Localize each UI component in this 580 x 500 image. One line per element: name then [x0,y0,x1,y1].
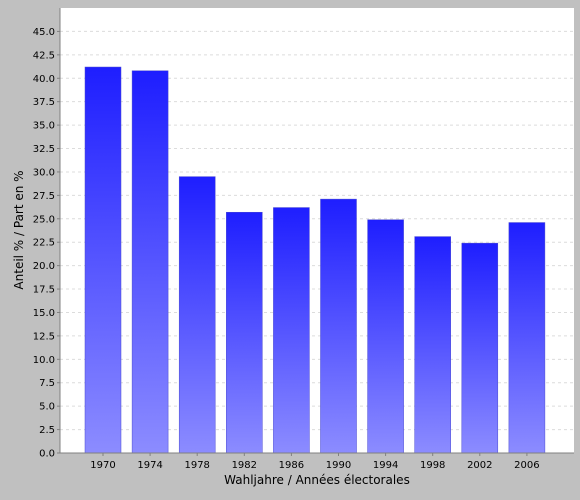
y-tick-label: 27.5 [33,191,55,202]
y-tick-label: 0.0 [39,449,55,460]
bar-1990 [320,198,357,454]
bar-2006 [508,222,546,454]
bar-2002 [461,242,499,454]
bar-1982 [226,211,263,454]
y-tick-label: 5.0 [39,402,55,413]
y-tick-label: 17.5 [33,285,55,296]
y-tick-labels: 0.0 2.5 5.0 7.5 10.0 12.5 15.0 17.5 20.0 22.5 25.0… [33,27,60,460]
bar-1970 [84,66,122,454]
x-tick-labels: 1970 1974 1978 1982 1986 1990 1994 1998 2002 2006 [90,453,540,471]
y-tick-label: 20.0 [33,261,55,272]
y-axis-title: Anteil % / Part en % [12,170,26,289]
x-tick-label: 2002 [467,460,492,471]
y-tick-label: 12.5 [33,331,55,342]
x-tick-label: 2006 [514,460,539,471]
x-tick-label: 1986 [279,460,304,471]
x-tick-label: 1978 [184,460,209,471]
y-tick-label: 2.5 [39,425,55,436]
bars [84,66,546,454]
y-tick-label: 15.0 [33,308,55,319]
x-tick-label: 1974 [137,460,162,471]
bar-1978 [178,176,216,454]
x-tick-label: 1998 [420,460,445,471]
bar-1974 [131,70,169,454]
y-tick-label: 40.0 [33,74,55,85]
x-tick-label: 1990 [326,460,351,471]
y-tick-label: 30.0 [33,167,55,178]
x-axis-title: Wahljahre / Années électorales [224,473,410,487]
y-tick-label: 45.0 [33,27,55,38]
y-tick-label: 25.0 [33,214,55,225]
y-tick-label: 32.5 [33,144,55,155]
y-tick-label: 10.0 [33,355,55,366]
bar-1998 [414,236,451,454]
y-tick-label: 22.5 [33,238,55,249]
y-tick-label: 37.5 [33,97,55,108]
y-tick-label: 7.5 [39,378,55,389]
y-tick-label: 42.5 [33,50,55,61]
axes [59,8,574,454]
x-tick-label: 1994 [373,460,398,471]
x-tick-label: 1982 [232,460,257,471]
x-tick-label: 1970 [90,460,115,471]
bar-1994 [367,219,404,454]
bar-1986 [273,207,310,454]
y-tick-label: 35.0 [33,121,55,132]
